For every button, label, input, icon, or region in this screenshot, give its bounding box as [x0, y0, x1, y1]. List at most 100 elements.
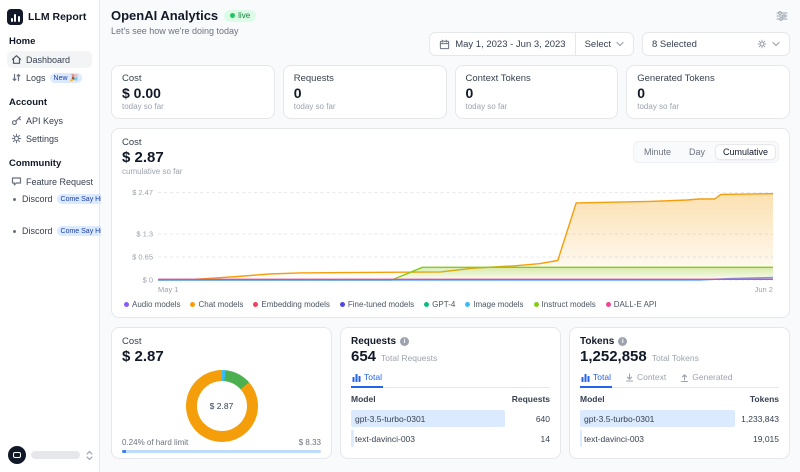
legend-dot-icon — [339, 302, 345, 307]
table-row: text-davinci-003 19,015 — [580, 430, 779, 447]
chevron-down-icon — [616, 41, 624, 47]
bottom-cards-row: Cost $ 2.87 $ 2.87 0.24% of hard limit $… — [111, 327, 790, 459]
legend-item: Fine-tuned models — [339, 300, 414, 309]
date-range-picker[interactable]: May 1, 2023 - Jun 3, 2023 — [430, 33, 574, 55]
sidebar-item-label: Discord — [22, 226, 53, 236]
arrows-up-down-icon — [12, 73, 21, 82]
sidebar-item-discord[interactable]: Discord Come Say Hi! 👋 — [7, 191, 119, 207]
cost-label: Cost — [122, 336, 142, 347]
granularity-toggle: Minute Day Cumulative — [632, 141, 779, 163]
select-dropdown[interactable]: Select — [574, 33, 633, 55]
filters-button[interactable] — [774, 8, 790, 28]
legend-item: DALL-E API — [605, 300, 656, 309]
svg-text:Jun 2: Jun 2 — [755, 285, 773, 294]
sidebar-item-api-keys[interactable]: API Keys — [7, 112, 92, 129]
chart-legend: Audio models Chat models Embedding models F… — [124, 300, 779, 309]
app-logo-icon — [7, 9, 23, 25]
table-row: gpt-3.5-turbo-0301 1,233,843 — [580, 410, 779, 427]
date-range-value: May 1, 2023 - Jun 3, 2023 — [455, 38, 566, 50]
sidebar-section-home: Home — [9, 36, 36, 47]
row-model: gpt-3.5-turbo-0301 — [584, 413, 655, 424]
tab-context[interactable]: Context — [624, 370, 667, 388]
tab-generated[interactable]: Generated — [679, 370, 733, 388]
chart-label: Cost — [122, 137, 142, 148]
gear-icon — [11, 133, 22, 144]
requests-card: Requests i 654 Total Requests Total Mode… — [340, 327, 561, 459]
tokens-title: Tokens — [580, 336, 615, 347]
sidebar-item-feature-request[interactable]: Feature Request — [7, 173, 94, 190]
table-row: gpt-3.5-turbo-0301 640 — [351, 410, 550, 427]
row-bar — [351, 410, 505, 427]
chart-value: $ 2.87 — [122, 149, 164, 166]
tokens-card: Tokens i 1,252,858 Total Tokens Total Co… — [569, 327, 790, 459]
avatar[interactable] — [8, 446, 26, 464]
key-icon — [11, 116, 21, 126]
hard-limit-amount: $ 8.33 — [298, 438, 321, 447]
tokens-tabs: Total Context Generated — [580, 370, 779, 388]
legend-dot-icon — [253, 302, 259, 307]
cost-donut: $ 2.87 — [185, 370, 258, 442]
stat-value: 0 — [637, 85, 646, 101]
bar-chart-icon — [581, 373, 590, 382]
sidebar-item-settings[interactable]: Settings — [7, 130, 92, 147]
discord-icon — [13, 229, 16, 233]
stat-card-requests: Requests 0 today so far — [282, 65, 447, 119]
app-title: LLM Report — [28, 11, 87, 23]
sidebar-item-label: Feature Request — [26, 176, 94, 187]
sidebar-item-logs[interactable]: Logs New 🎉 — [7, 69, 92, 86]
legend-item: Embedding models — [253, 300, 330, 309]
sidebar: LLM Report Home Dashboard Logs New 🎉 Acc… — [0, 0, 119, 472]
stat-card-cost: Cost $ 0.00 today so far — [111, 65, 275, 119]
svg-text:May 1: May 1 — [158, 285, 178, 294]
tab-total[interactable]: Total — [580, 370, 612, 388]
chart-caption: cumulative so far — [122, 167, 183, 176]
page-header: OpenAI Analytics live Let's see how we'r… — [111, 8, 790, 56]
requests-caption: Total Requests — [381, 353, 438, 363]
info-icon[interactable]: i — [400, 337, 410, 346]
tab-minute[interactable]: Minute — [636, 144, 679, 160]
row-model: text-davinci-003 — [355, 433, 416, 444]
col-model: Model — [351, 394, 376, 404]
models-selected-value: 8 Selected — [652, 38, 697, 50]
user-name-skeleton — [31, 451, 80, 459]
row-bar — [351, 430, 355, 447]
svg-text:$ 0: $ 0 — [143, 276, 153, 285]
download-arrow-icon — [625, 372, 634, 382]
sidebar-item-label: Settings — [26, 133, 59, 144]
new-badge: New 🎉 — [49, 72, 83, 83]
info-icon[interactable]: i — [618, 337, 628, 346]
stat-caption: today so far — [465, 102, 508, 111]
app-logo[interactable]: LLM Report — [7, 9, 92, 25]
col-tokens: Tokens — [749, 394, 779, 404]
select-label: Select — [584, 38, 611, 50]
tab-cumulative[interactable]: Cumulative — [714, 144, 776, 160]
header-controls: May 1, 2023 - Jun 3, 2023 Select 8 Selec… — [429, 32, 790, 56]
cost-breakdown-card: Cost $ 2.87 $ 2.87 0.24% of hard limit $… — [111, 327, 332, 459]
discord-badge: Come Say Hi! 👋 — [56, 226, 119, 236]
tab-total[interactable]: Total — [351, 370, 383, 388]
gear-icon — [757, 39, 767, 49]
models-dropdown[interactable]: 8 Selected — [642, 32, 790, 56]
legend-item: GPT-4 — [424, 300, 455, 309]
live-badge: live — [224, 9, 257, 22]
discord-badge: Come Say Hi! 👋 — [56, 194, 119, 204]
tab-day[interactable]: Day — [681, 144, 713, 160]
hard-limit-row: 0.24% of hard limit $ 8.33 — [122, 438, 321, 447]
stat-cards-row: Cost $ 0.00 today so far Requests 0 toda… — [111, 65, 790, 119]
stat-caption: today so far — [122, 102, 164, 111]
row-value: 19,015 — [753, 433, 779, 444]
sidebar-item-dashboard[interactable]: Dashboard — [7, 51, 92, 68]
legend-item: Image models — [465, 300, 524, 309]
legend-dot-icon — [124, 302, 129, 307]
sidebar-item-label: Discord — [22, 194, 53, 204]
row-value: 1,233,843 — [741, 413, 779, 424]
stat-card-context-tokens: Context Tokens 0 today so far — [454, 65, 619, 119]
sidebar-item-discord-2[interactable]: Discord Come Say Hi! 👋 — [7, 223, 119, 239]
selector-icon[interactable] — [85, 450, 94, 461]
requests-total: 654 — [351, 348, 377, 365]
row-model: gpt-3.5-turbo-0301 — [355, 413, 426, 424]
table-row: text-davinci-003 14 — [351, 430, 550, 447]
cost-value: $ 2.87 — [122, 348, 164, 365]
svg-text:$ 0.65: $ 0.65 — [132, 253, 153, 262]
